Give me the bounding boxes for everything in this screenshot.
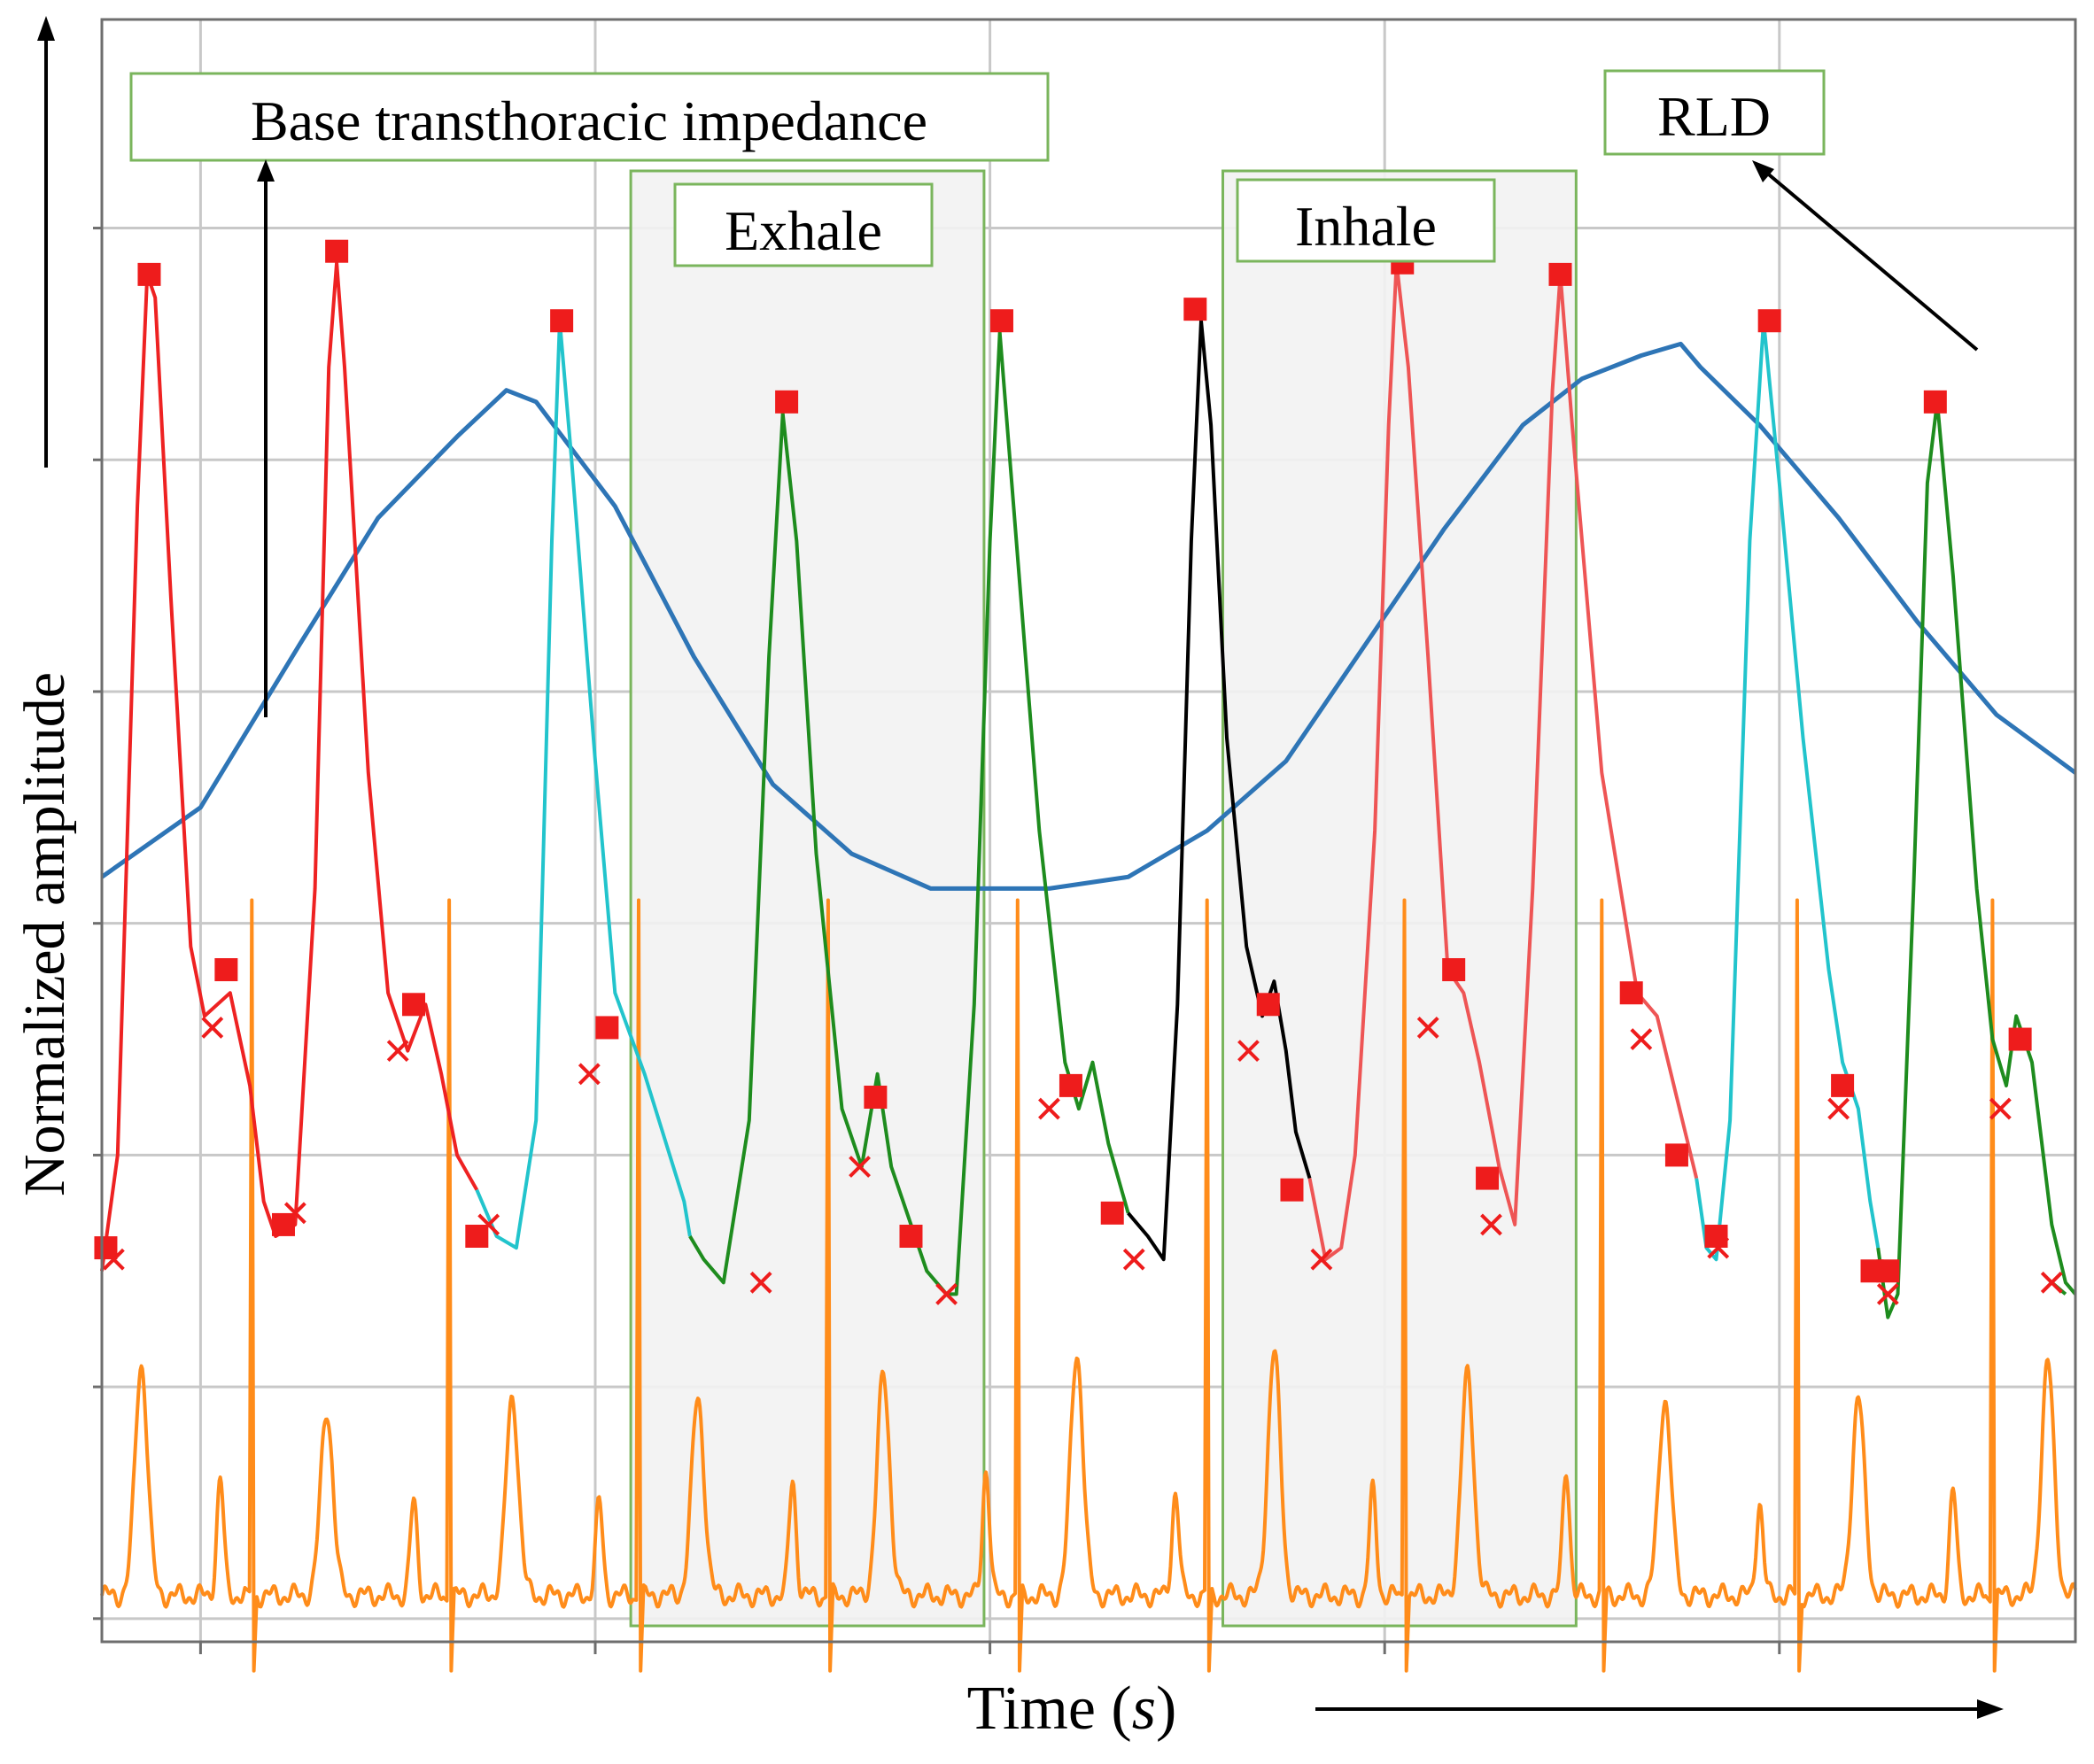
peak-marker-13	[864, 1085, 888, 1109]
cycle-marker-17	[1827, 1097, 1850, 1120]
peak-marker-7	[1548, 262, 1572, 286]
shaded-region-inhale	[1222, 169, 1578, 1628]
pulse-segment-6	[1695, 319, 1881, 1262]
cycle-marker-4	[477, 1213, 500, 1236]
annotation-arrow-rld	[1763, 169, 1979, 352]
cycle-marker-3	[386, 1040, 409, 1063]
x-axis-label-unit: s	[1132, 1675, 1156, 1743]
peak-marker-16	[1442, 958, 1466, 982]
cycle-marker-20	[2040, 1271, 2063, 1294]
cycle-marker-2	[283, 1202, 306, 1225]
y-axis-arrowhead	[37, 16, 55, 41]
arrowhead-base-impedance	[257, 159, 275, 182]
peak-marker-8	[1757, 309, 1781, 333]
cycle-marker-14	[1480, 1213, 1502, 1236]
cycle-marker-8	[935, 1283, 958, 1305]
annotation-box-inhale	[1236, 178, 1496, 263]
peak-marker-27	[1664, 1143, 1688, 1167]
x-axis-label: Time (s)	[967, 1675, 1177, 1743]
marker-group	[94, 239, 2063, 1305]
pulse-segment-7	[1876, 399, 2077, 1319]
shaded-region-exhale	[629, 169, 986, 1628]
cycle-marker-19	[1989, 1097, 2012, 1120]
peak-marker-3	[775, 390, 799, 414]
peak-marker-2	[550, 309, 574, 333]
x-axis-label-close: )	[1156, 1675, 1176, 1743]
peak-marker-11	[402, 993, 426, 1017]
peak-marker-4	[989, 309, 1013, 333]
ecg-line	[100, 898, 2077, 1673]
cycle-marker-1	[201, 1017, 224, 1039]
cycle-marker-11	[1237, 1040, 1260, 1063]
cycle-marker-6	[749, 1271, 772, 1294]
peak-marker-1	[325, 239, 349, 263]
peak-marker-30	[1876, 1259, 1900, 1283]
impedance-series-group	[100, 341, 2077, 891]
peak-marker-10	[214, 958, 238, 982]
x-axis-arrowhead	[1977, 1699, 2004, 1719]
annotation-box-base-impedance	[129, 72, 1050, 162]
cycle-marker-9	[1038, 1097, 1060, 1120]
pulse-segment-2	[475, 319, 692, 1250]
y-axis-label: Normalized amplitude	[12, 672, 77, 1196]
ecg-series-group	[100, 898, 2077, 1673]
cycle-marker-0	[102, 1248, 125, 1271]
annotation-inhale: Inhale	[1295, 195, 1437, 258]
pulse-segment-5	[1307, 260, 1699, 1262]
cycle-marker-15	[1630, 1028, 1653, 1050]
peak-marker-20	[94, 1236, 118, 1260]
pulse-segment-4	[1127, 319, 1312, 1262]
arrowhead-rld	[1752, 160, 1774, 182]
plot-frame	[100, 18, 2077, 1644]
annotation-box-rld	[1603, 69, 1826, 156]
peak-marker-14	[1059, 1073, 1082, 1097]
peak-marker-0	[137, 262, 161, 286]
cycle-marker-5	[578, 1063, 601, 1086]
peak-marker-25	[1280, 1178, 1304, 1202]
pulse-segment-1	[100, 260, 479, 1272]
annotation-box-exhale	[673, 182, 934, 267]
cycle-marker-7	[849, 1156, 871, 1178]
cycle-marker-13	[1416, 1017, 1439, 1039]
peak-marker-5	[1183, 298, 1207, 321]
cycle-marker-16	[1707, 1236, 1730, 1259]
peak-marker-18	[1831, 1073, 1855, 1097]
peak-marker-9	[1923, 390, 1947, 414]
peak-marker-26	[1476, 1166, 1500, 1190]
peak-marker-17	[1619, 981, 1643, 1005]
grid-lines	[93, 19, 2075, 1654]
annotation-base-impedance: Base transthoracic impedance	[251, 89, 927, 152]
cycle-marker-18	[1876, 1283, 1899, 1305]
annotation-rld: RLD	[1657, 85, 1771, 148]
impedance-line	[100, 341, 2077, 891]
peak-marker-24	[1100, 1201, 1124, 1225]
shaded-regions	[629, 169, 1578, 1628]
peak-marker-15	[1256, 993, 1280, 1017]
annotation-exhale: Exhale	[725, 199, 882, 262]
peak-marker-19	[2008, 1027, 2032, 1051]
x-axis-label-main: Time (	[967, 1675, 1132, 1743]
peak-marker-12	[595, 1016, 619, 1040]
cycle-marker-10	[1122, 1248, 1145, 1271]
peak-marker-23	[899, 1225, 923, 1248]
cycle-marker-12	[1310, 1248, 1333, 1271]
